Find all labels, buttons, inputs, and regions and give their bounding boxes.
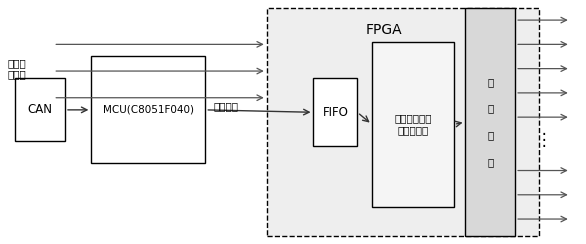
Text: 时: 时: [487, 77, 493, 87]
Bar: [91, 57, 205, 163]
Text: 系统命令: 系统命令: [213, 101, 239, 111]
Text: 出: 出: [487, 157, 493, 167]
Text: CAN: CAN: [28, 103, 53, 116]
Text: 输: 输: [487, 130, 493, 140]
Bar: [267, 8, 539, 236]
Text: 控制时
序输入: 控制时 序输入: [8, 58, 26, 80]
Text: MCU(C8051F040): MCU(C8051F040): [103, 105, 194, 115]
Bar: [465, 8, 515, 236]
Bar: [15, 78, 65, 142]
Bar: [372, 42, 454, 207]
Text: 读取状态，产
生控制时序: 读取状态，产 生控制时序: [394, 114, 432, 135]
Text: FIFO: FIFO: [322, 106, 348, 119]
Bar: [314, 78, 357, 146]
Text: ⋮: ⋮: [536, 131, 553, 149]
Text: FPGA: FPGA: [365, 22, 402, 37]
Text: 序: 序: [487, 104, 493, 114]
